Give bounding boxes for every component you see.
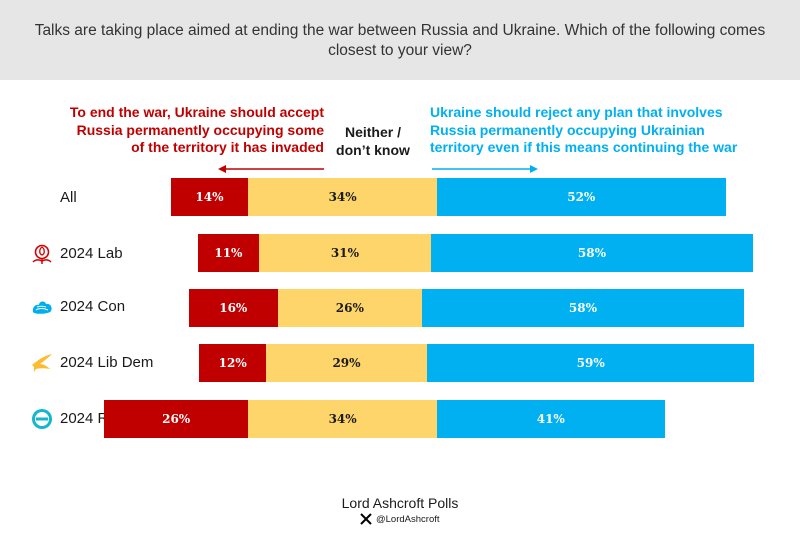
bar-segment-neither: 26% [277, 289, 422, 327]
data-label: 34% [328, 412, 357, 426]
data-label: 59% [576, 356, 605, 370]
libdem-bird-icon [32, 354, 52, 372]
bar-segment-accept: 12% [199, 344, 267, 382]
legend-neither: Neither / don’t know [318, 124, 428, 159]
right-arrow-icon [432, 165, 538, 173]
bar-segment-neither: 29% [266, 344, 427, 382]
legend-reject-occupation: Ukraine should reject any plan that invo… [430, 104, 770, 157]
bar-segment-reject: 58% [421, 289, 744, 327]
legend-accept-line-3: of the territory it has invaded [131, 139, 324, 155]
bar-segment-accept: 11% [197, 234, 259, 272]
conservative-tree-icon [32, 301, 52, 314]
legend-accept-line-1: To end the war, Ukraine should accept [69, 104, 324, 120]
x-logo-icon [360, 513, 372, 525]
legend-reject-line-1: Ukraine should reject any plan that invo… [430, 104, 723, 120]
bar-segment-accept: 26% [104, 400, 249, 438]
legend-neither-line-2: don’t know [336, 141, 410, 158]
bar-segment-reject: 52% [436, 178, 726, 216]
data-label: 31% [330, 246, 360, 260]
data-label: 58% [577, 246, 606, 260]
data-label: 11% [214, 246, 243, 260]
left-arrow-icon [218, 165, 324, 173]
data-label: 41% [536, 412, 565, 426]
row-label-lab: 2024 Lab [60, 245, 123, 262]
twitter-handle: @LordAshcroft [360, 513, 440, 525]
bar-segment-reject: 41% [437, 400, 665, 438]
source-title: Lord Ashcroft Polls [341, 495, 459, 511]
twitter-handle-text: @LordAshcroft [376, 513, 440, 525]
bar-segment-reject: 59% [426, 344, 755, 382]
bar-segment-accept: 16% [188, 289, 278, 327]
row-label-con: 2024 Con [60, 298, 126, 315]
bar-segment-neither: 34% [248, 178, 437, 216]
data-label: 16% [219, 301, 248, 315]
legend-accept-line-2: Russia permanently occupying some [76, 121, 324, 138]
legend-reject-line-3: territory even if this means continuing … [430, 139, 738, 155]
row-label-all: All [60, 189, 77, 206]
question-banner: Talks are taking place aimed at ending t… [0, 0, 800, 80]
data-label: 58% [568, 301, 597, 315]
reform-badge-icon [32, 409, 52, 429]
question-text: Talks are taking place aimed at ending t… [34, 22, 766, 59]
bar-segment-neither: 34% [248, 400, 437, 438]
data-label: 26% [335, 301, 364, 315]
data-label: 29% [332, 356, 361, 370]
labour-rose-icon [32, 244, 52, 264]
bar-segment-accept: 14% [170, 178, 249, 216]
legend-accept-occupation: To end the war, Ukraine should accept Ru… [24, 104, 324, 157]
data-label: 34% [328, 190, 357, 204]
bar-segment-neither: 31% [258, 234, 431, 272]
data-label: 26% [162, 412, 191, 426]
data-label: 52% [567, 190, 596, 204]
data-label: 14% [195, 190, 224, 204]
data-label: 12% [218, 356, 247, 370]
row-label-libdem: 2024 Lib Dem [60, 354, 154, 371]
legend-reject-line-2: Russia permanently occupying Ukrainian [430, 121, 705, 138]
legend-neither-line-1: Neither / [344, 124, 401, 140]
bar-segment-reject: 58% [430, 234, 753, 272]
